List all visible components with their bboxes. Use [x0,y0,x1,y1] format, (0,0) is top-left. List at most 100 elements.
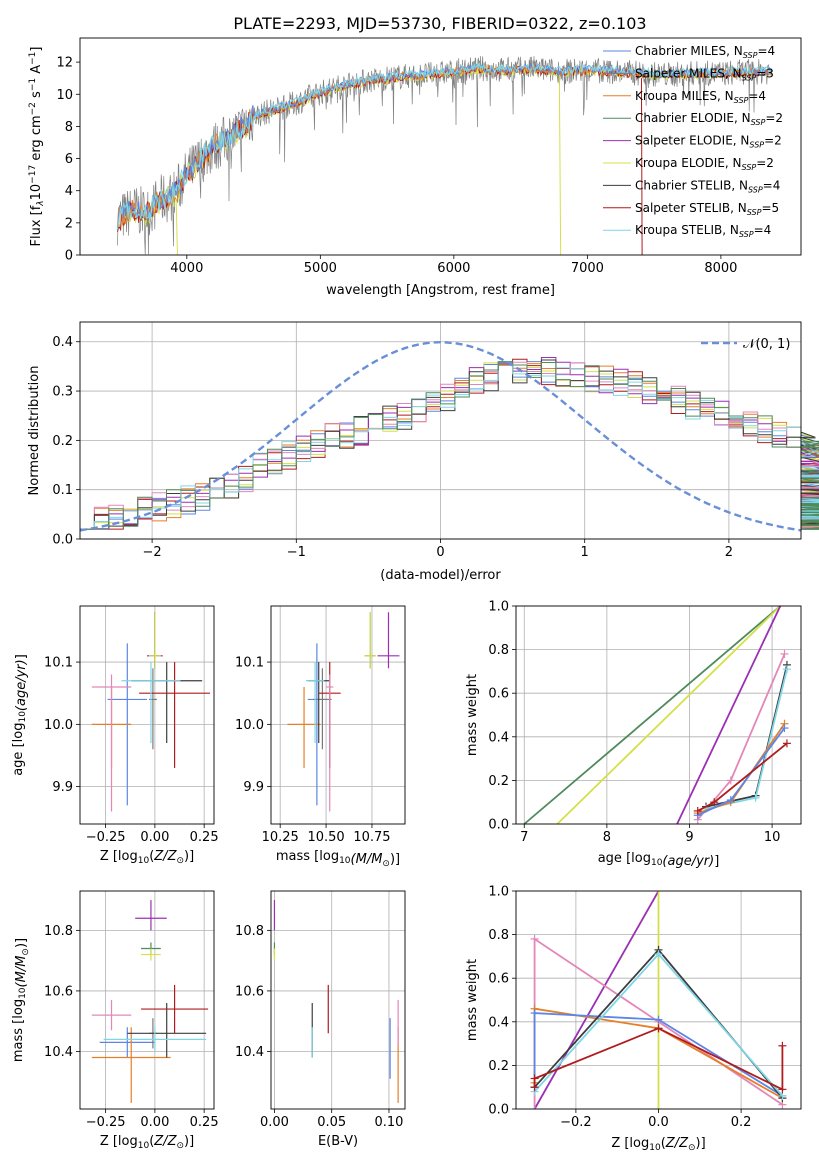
y-tick-label: 9.9 [52,780,73,795]
y-tick-label: 10.4 [44,1045,73,1060]
axes-frame [515,890,802,1110]
label-part: erg cm [29,115,44,164]
label-part: =4 [748,89,766,103]
z_weight-y-axis-label: mass weight [465,959,480,1041]
ebv_mass-panel: 0.00 0.05 0.10 10.4 10.6 10.8 E(B-V) [235,890,406,1149]
normal-legend-label: 𝒩(0, 1) [743,337,790,352]
axes-frame [515,605,802,825]
label-part: 10 [138,856,150,866]
label-part: A [29,65,44,78]
label-part: ( [149,849,154,864]
label-part: ( [661,1136,666,1151]
y-tick-label: 1.0 [488,600,509,615]
label-part: ] [714,854,719,869]
label-part: =4 [754,223,772,237]
chabrier_stelib-legend-label: Chabrier STELIB, NSSP=4 [635,178,780,194]
label-part: SSP [739,230,754,239]
x-tick-label: 0.2 [731,1115,752,1130]
label-part: mass [log [276,849,339,864]
x-tick-label: 0 [436,545,444,560]
y-tick-label: 0.2 [52,434,73,449]
axes-frame [79,321,802,540]
salpeter_miles-legend-label: Salpeter MILES, NSSP=3 [635,66,774,82]
label-part: (M/M [14,956,29,988]
salpeter_elodie-weight-line [533,890,660,1110]
x-tick-label: 0.0 [648,1115,669,1130]
z_age-panel: −0.25 0.00 0.259.910.010.1Z [log10(Z/Z⊙)]a… [11,605,219,866]
z_age-y-axis-label: age [log10(age/yr)] [11,654,29,776]
label-part: =5 [761,201,779,215]
x-tick-label: 8 [603,830,611,845]
label-part: ⊙ [382,859,390,869]
y-tick-label: 0.0 [488,1103,509,1118]
x-tick-label: 8000 [704,261,737,276]
x-tick-label: −2 [143,545,162,560]
kroupa_elodie-legend-label: Kroupa ELODIE, NSSP=2 [635,156,774,172]
y-tick-label: 10.1 [44,656,73,671]
label-part: Z [log [611,1136,649,1151]
y-tick-label: 10.4 [235,1045,264,1060]
label-part: 10 [339,856,351,866]
x-tick-label: 0.00 [260,1115,289,1130]
label-part: =3 [756,66,774,80]
label-part: λ [36,200,46,206]
label-part: =4 [763,178,781,192]
label-part: −17 [28,165,38,184]
y-tick-label: 10.8 [44,924,73,939]
x-tick-label: −1 [287,545,306,560]
chabrier_elodie-residual-histogram [80,361,819,530]
y-tick-label: 4 [65,184,73,199]
kroupa_elodie-weight-line [556,605,781,825]
label-part: =2 [765,111,783,125]
mass_age-panel: 10.25 10.50 10.75 9.9 10.0 10.1 mass [log10(M/… [235,605,406,869]
label-part: SSP [749,141,764,150]
label-part: Chabrier ELODIE, N [635,111,751,125]
label-part: 10 [18,987,28,999]
label-part: −1 [28,78,38,91]
label-part: age [log [598,851,651,866]
x-tick-label: −0.25 [86,1115,126,1130]
label-part: ] [29,47,44,52]
kroupa-elodie-drop [558,74,562,256]
label-part: Chabrier STELIB, N [635,178,748,192]
x-tick-label: 7 [520,830,528,845]
residuals-x-axis-label: (data-model)/error [380,568,501,583]
label-part: 10 [29,184,44,201]
label-part: 10 [138,1141,150,1151]
chabrier_elodie-weight-line [523,605,781,825]
label-part: −1 [28,52,38,65]
label-part: Z/Z [665,1136,689,1151]
y-tick-label: 10.1 [235,656,264,671]
axes-frame [270,605,406,825]
x-tick-label: 0.00 [140,830,169,845]
z_weight-panel: −0.2 0.0 0.2 0.0 0.2 0.4 0.6 0.8 1.0 Z [log10(Z/Z… [465,885,802,1153]
y-tick-label: 0.6 [488,972,509,987]
label-part: =2 [756,156,774,170]
label-part: SSP [747,208,762,217]
z_mass-y-axis-label: mass [log10(M/M⊙)] [11,938,31,1062]
salpeter_stelib-legend-label: Salpeter STELIB, NSSP=5 [635,201,779,217]
chabrier_miles-legend-label: Chabrier MILES, NSSP=4 [635,44,775,60]
label-part: Kroupa ELODIE, N [635,156,742,170]
label-part: Z/Z [153,849,177,864]
label-part: )] [184,1134,194,1149]
y-tick-label: 10.0 [44,718,73,733]
label-part: mass [log [11,999,26,1062]
z_age-x-axis-label: Z [log10(Z/Z⊙)] [100,849,194,866]
y-tick-label: 0.4 [488,1015,509,1030]
label-part: ⊙ [176,1141,184,1151]
y-tick-label: 10.6 [44,984,73,999]
y-tick-label: 10.0 [235,718,264,733]
label-part: =4 [757,44,775,58]
x-tick-label: 2 [725,545,733,560]
y-tick-label: 0.4 [488,730,509,745]
y-tick-label: 0.8 [488,643,509,658]
residuals-panel: −2 −1 0 1 2 0.0 0.1 0.2 0.3 0.4 𝒩(0, 1) (data-model… [27,321,819,583]
y-tick-label: 0.8 [488,928,509,943]
y-tick-label: 0.4 [52,335,73,350]
label-part: Chabrier MILES, N [635,44,743,58]
x-tick-label: 0.25 [190,1115,219,1130]
